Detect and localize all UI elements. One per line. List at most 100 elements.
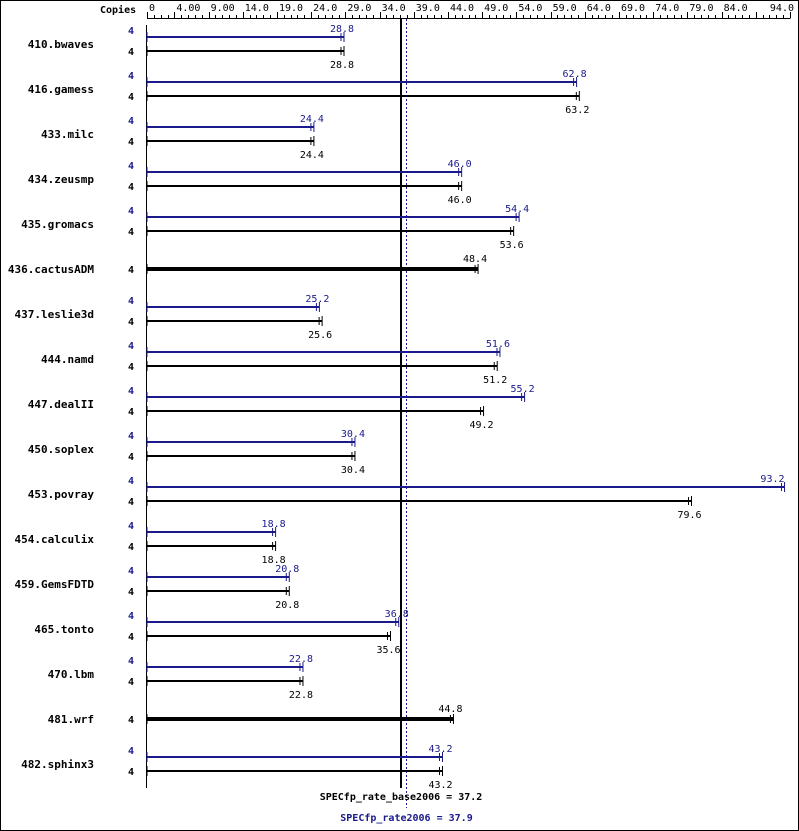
base-copies-label: 4 <box>128 265 134 276</box>
base-value-label: 63.2 <box>565 105 589 116</box>
peak-value-label: 55.2 <box>511 384 535 395</box>
base-value-label: 43.2 <box>428 780 452 791</box>
benchmark-label: 433.milc <box>41 128 94 141</box>
x-tick-label: 19.0 <box>279 3 303 14</box>
base-copies-label: 4 <box>128 715 134 726</box>
x-tick-label: 69.0 <box>621 3 645 14</box>
peak-copies-label: 4 <box>128 386 134 397</box>
benchmark-label: 416.gamess <box>28 83 94 96</box>
base-value-label: 46.0 <box>448 195 472 206</box>
peak-value-label: 93.2 <box>760 474 784 485</box>
x-tick-label: 4.00 <box>176 3 200 14</box>
benchmark-label: 437.leslie3d <box>15 308 94 321</box>
x-tick-label: 59.0 <box>553 3 577 14</box>
benchmark-label: 435.gromacs <box>21 218 94 231</box>
base-copies-label: 4 <box>128 317 134 328</box>
benchmark-label: 454.calculix <box>15 533 95 546</box>
peak-copies-label: 4 <box>128 566 134 577</box>
benchmark-label: 470.lbm <box>48 668 95 681</box>
base-value-label: 28.8 <box>330 60 354 71</box>
benchmark-label: 459.GemsFDTD <box>15 578 95 591</box>
benchmark-label: 436.cactusADM <box>8 263 94 276</box>
base-value-label: 24.4 <box>300 150 324 161</box>
x-tick-label: 54.0 <box>518 3 542 14</box>
base-value-label: 44.8 <box>438 704 462 715</box>
x-tick-label: 84.0 <box>724 3 748 14</box>
benchmark-label: 453.povray <box>28 488 95 501</box>
peak-copies-label: 4 <box>128 476 134 487</box>
benchmark-label: 465.tonto <box>34 623 94 636</box>
peak-copies-label: 4 <box>128 161 134 172</box>
base-copies-label: 4 <box>128 137 134 148</box>
peak-value-label: 62.8 <box>563 69 587 80</box>
base-value-label: 20.8 <box>275 600 299 611</box>
base-value-label: 25.6 <box>308 330 332 341</box>
benchmark-label: 447.dealII <box>28 398 94 411</box>
x-tick-label: 44.0 <box>450 3 474 14</box>
copies-header: Copies <box>100 4 136 16</box>
peak-copies-label: 4 <box>128 71 134 82</box>
peak-value-label: 30.4 <box>341 429 365 440</box>
peak-value-label: 24.4 <box>300 114 324 125</box>
base-copies-label: 4 <box>128 362 134 373</box>
peak-summary-label: SPECfp_rate2006 = 37.9 <box>340 813 472 824</box>
x-tick-label: 94.0 <box>770 3 794 14</box>
base-value-label: 48.4 <box>463 254 487 265</box>
x-tick-label: 24.0 <box>313 3 337 14</box>
x-tick-label: 34.0 <box>382 3 406 14</box>
base-copies-label: 4 <box>128 407 134 418</box>
x-tick-label: 0 <box>149 3 155 14</box>
base-copies-label: 4 <box>128 677 134 688</box>
peak-copies-label: 4 <box>128 521 134 532</box>
peak-value-label: 43.2 <box>428 744 452 755</box>
peak-value-label: 28.8 <box>330 24 354 35</box>
base-copies-label: 4 <box>128 542 134 553</box>
base-value-label: 51.2 <box>483 375 507 386</box>
base-value-label: 35.6 <box>376 645 400 656</box>
peak-value-label: 20.8 <box>275 564 299 575</box>
peak-value-label: 54.4 <box>505 204 529 215</box>
peak-copies-label: 4 <box>128 746 134 757</box>
peak-value-label: 25.2 <box>305 294 329 305</box>
base-summary-label: SPECfp_rate_base2006 = 37.2 <box>320 792 483 803</box>
base-value-label: 79.6 <box>677 510 701 521</box>
peak-value-label: 36.8 <box>385 609 409 620</box>
x-tick-label: 14.0 <box>245 3 269 14</box>
base-value-label: 30.4 <box>341 465 365 476</box>
base-copies-label: 4 <box>128 452 134 463</box>
base-copies-label: 4 <box>128 182 134 193</box>
base-copies-label: 4 <box>128 497 134 508</box>
peak-value-label: 51.6 <box>486 339 510 350</box>
base-value-label: 53.6 <box>500 240 524 251</box>
peak-copies-label: 4 <box>128 341 134 352</box>
benchmark-label: 481.wrf <box>48 713 94 726</box>
base-copies-label: 4 <box>128 227 134 238</box>
base-copies-label: 4 <box>128 632 134 643</box>
base-value-label: 18.8 <box>262 555 286 566</box>
benchmark-label: 434.zeusmp <box>28 173 95 186</box>
x-tick-label: 29.0 <box>347 3 371 14</box>
benchmark-label: 444.namd <box>41 353 94 366</box>
peak-value-label: 22.8 <box>289 654 313 665</box>
peak-copies-label: 4 <box>128 611 134 622</box>
base-copies-label: 4 <box>128 767 134 778</box>
base-value-label: 49.2 <box>470 420 494 431</box>
base-value-label: 22.8 <box>289 690 313 701</box>
base-copies-label: 4 <box>128 587 134 598</box>
benchmark-label: 482.sphinx3 <box>21 758 94 771</box>
x-tick-label: 74.0 <box>655 3 679 14</box>
x-tick-label: 79.0 <box>689 3 713 14</box>
x-tick-label: 39.0 <box>416 3 440 14</box>
base-copies-label: 4 <box>128 47 134 58</box>
base-copies-label: 4 <box>128 92 134 103</box>
peak-copies-label: 4 <box>128 431 134 442</box>
peak-copies-label: 4 <box>128 26 134 37</box>
x-tick-label: 49.0 <box>484 3 508 14</box>
peak-value-label: 46.0 <box>448 159 472 170</box>
peak-value-label: 18.8 <box>262 519 286 530</box>
x-tick-label: 64.0 <box>587 3 611 14</box>
peak-copies-label: 4 <box>128 116 134 127</box>
